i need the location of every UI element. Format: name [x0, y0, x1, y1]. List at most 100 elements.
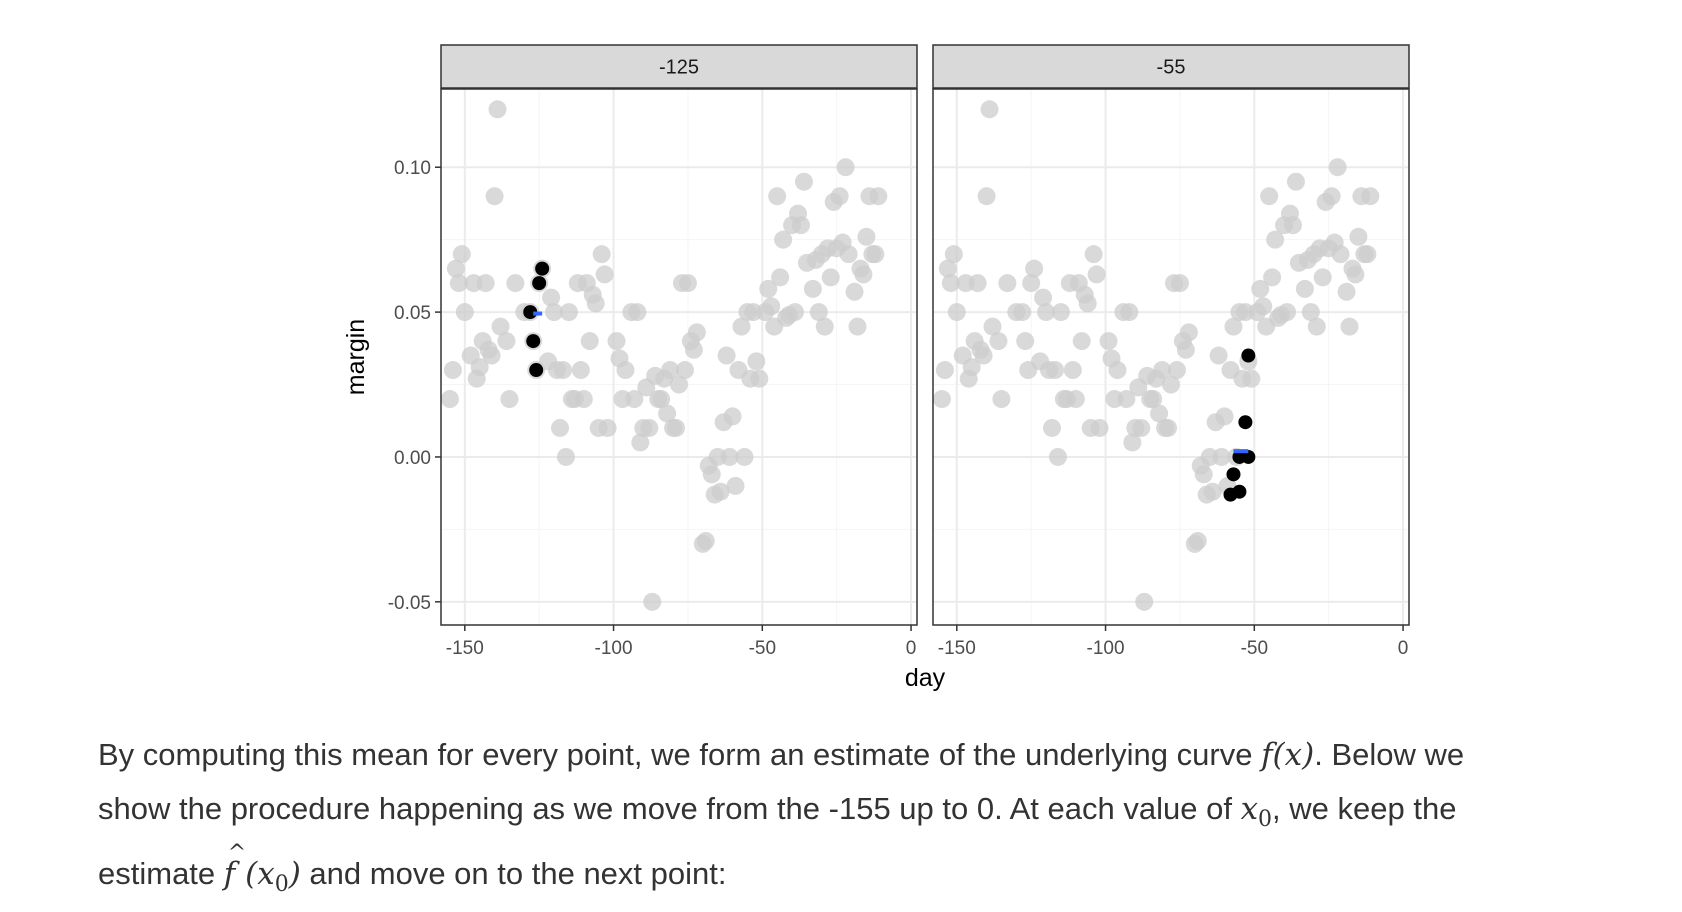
data-point [553, 361, 572, 380]
data-point [675, 361, 694, 380]
math-paren: ) [288, 856, 301, 892]
chart-svg: -125 -150 -100 -50 0 -0.05 0.00 0.05 0.10 -55 -150… [342, 44, 1410, 692]
data-point [732, 317, 751, 336]
x-tick-label: -50 [1241, 638, 1268, 659]
data-point [571, 361, 590, 380]
panel-background [933, 89, 1409, 625]
data-point [774, 230, 793, 249]
data-point [500, 390, 519, 409]
data-point [726, 476, 745, 495]
data-point [1084, 245, 1103, 264]
data-point [640, 418, 659, 437]
math-subscript: 0 [1258, 807, 1273, 832]
data-point [720, 447, 739, 466]
data-point [658, 404, 677, 423]
data-point [628, 303, 647, 322]
data-point [1260, 187, 1279, 206]
data-point [1313, 268, 1332, 287]
data-point [667, 418, 686, 437]
data-point [449, 274, 468, 293]
data-point [1117, 390, 1136, 409]
data-point [440, 390, 459, 409]
data-point [696, 531, 715, 550]
data-point [815, 317, 834, 336]
data-point [1340, 317, 1359, 336]
data-point [1283, 216, 1302, 235]
data-point [1328, 158, 1347, 177]
data-point [980, 100, 999, 119]
data-point [848, 317, 867, 336]
data-point [1144, 390, 1163, 409]
window-point [526, 334, 541, 349]
data-point [1132, 418, 1151, 437]
y-tick-label: 0.05 [394, 303, 431, 324]
data-point [1209, 346, 1228, 365]
data-point [935, 361, 954, 380]
data-point [684, 340, 703, 359]
data-point [1203, 482, 1222, 501]
data-point [670, 375, 688, 394]
math-subscript: 0 [274, 872, 289, 897]
data-point [1078, 294, 1097, 313]
data-point [1301, 303, 1320, 322]
data-point [1162, 375, 1180, 394]
data-point [598, 418, 617, 437]
facet-strip-label: -125 [659, 57, 699, 79]
y-tick-label: 0.00 [394, 448, 431, 469]
math-fhat: f [224, 827, 247, 901]
data-point [854, 265, 873, 284]
data-point [1212, 447, 1231, 466]
data-point [1179, 323, 1198, 342]
data-point [470, 358, 489, 377]
x-tick-label: 0 [1398, 638, 1409, 659]
data-point [809, 303, 828, 322]
data-point [559, 303, 578, 322]
data-point [625, 390, 644, 409]
data-point [551, 418, 569, 437]
data-point [1025, 259, 1044, 278]
math-var: x [257, 856, 275, 892]
data-point [1159, 418, 1178, 437]
y-tick-label: -0.05 [388, 593, 431, 614]
data-point [1295, 279, 1314, 298]
caption-line-2: show the procedure happening as we move … [98, 782, 1638, 847]
data-point [1043, 418, 1061, 437]
data-point [1013, 303, 1032, 322]
data-point [821, 268, 840, 287]
data-point [1153, 361, 1172, 380]
window-point [1226, 467, 1241, 482]
data-point [1215, 407, 1234, 426]
data-point [482, 346, 501, 365]
data-point [1150, 404, 1169, 423]
data-point [1123, 433, 1142, 452]
data-point [836, 158, 855, 177]
data-point [687, 323, 706, 342]
data-point [717, 346, 736, 365]
panel-background [441, 89, 917, 625]
data-point [992, 390, 1011, 409]
x-axis-title: day [905, 664, 946, 692]
data-point [962, 358, 981, 377]
data-point [1254, 297, 1273, 316]
data-point [1176, 340, 1195, 359]
caption-text: and move on to the next point: [300, 856, 727, 891]
data-point [1090, 418, 1109, 437]
facet-strip-label: -55 [1157, 57, 1186, 79]
data-point [968, 274, 987, 293]
panel-border [932, 88, 1410, 626]
data-point [1307, 317, 1326, 336]
data-point [866, 245, 885, 264]
x-tick-label: 0 [906, 638, 917, 659]
data-point [1072, 332, 1091, 351]
caption-text: show the procedure happening as we move … [98, 791, 1241, 826]
data-point [702, 465, 721, 484]
data-point [491, 317, 510, 336]
caption-text: , we keep the [1272, 791, 1457, 826]
data-point [938, 259, 957, 278]
window-point [1232, 484, 1247, 499]
caption: By computing this mean for every point, … [98, 728, 1638, 912]
data-point [759, 279, 778, 298]
facet-strip [932, 44, 1410, 89]
data-point [586, 294, 605, 313]
math-var: x [1240, 791, 1259, 827]
